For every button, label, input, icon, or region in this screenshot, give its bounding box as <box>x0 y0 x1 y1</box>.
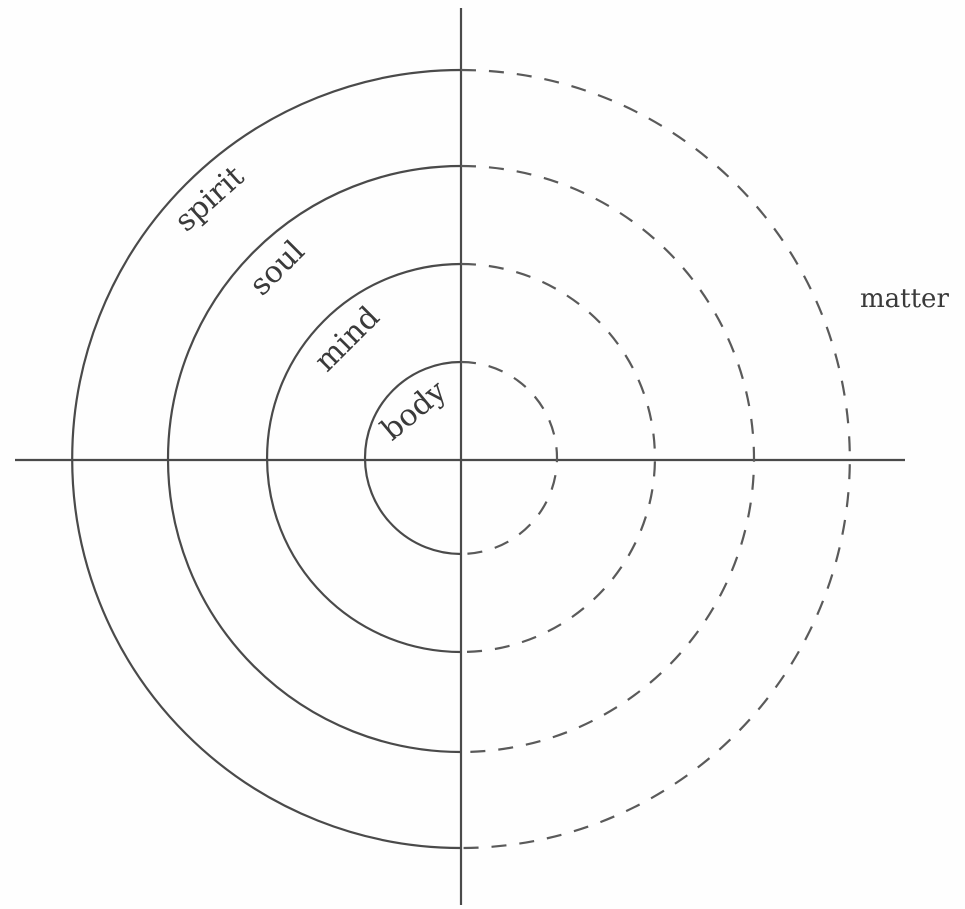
mind-arc-solid <box>265 262 462 654</box>
soul-arc-dashed <box>460 164 756 754</box>
ring-label-soul: soul <box>243 234 312 303</box>
spirit-arc-solid <box>70 68 462 850</box>
mind-arc-dashed <box>460 262 657 654</box>
ring-label-spirit: spirit <box>168 159 251 239</box>
soul-arc-solid <box>166 164 462 754</box>
body-arc-solid <box>363 360 462 556</box>
body-arc-dashed <box>460 360 559 556</box>
ring-label-body: body <box>375 374 454 448</box>
side-label-matter: matter <box>860 284 949 314</box>
ring-label-mind: mind <box>308 300 387 379</box>
